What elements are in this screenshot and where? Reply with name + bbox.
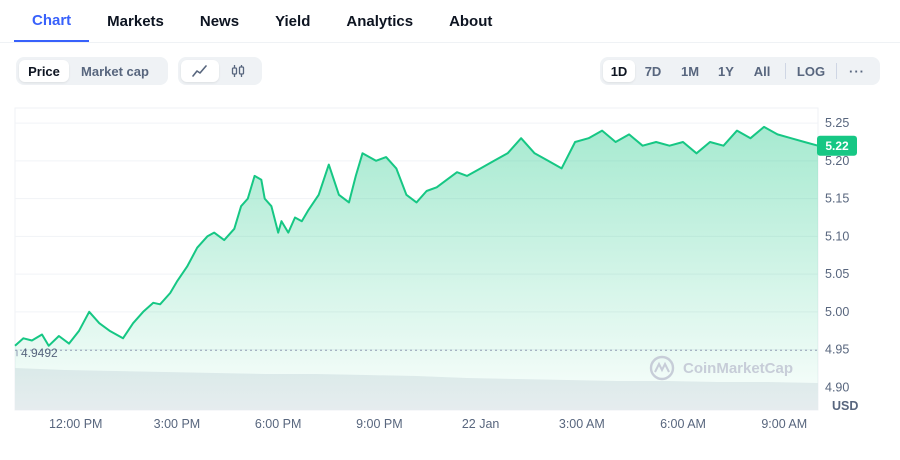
range-1m-button[interactable]: 1M bbox=[680, 63, 700, 79]
x-axis: 12:00 PM 3:00 PM 6:00 PM 9:00 PM 22 Jan 3:00 … bbox=[49, 417, 807, 431]
x-tick-label: 3:00 PM bbox=[154, 417, 201, 431]
tab-divider bbox=[0, 42, 900, 43]
y-tick-label: 4.95 bbox=[825, 343, 849, 357]
range-separator bbox=[785, 63, 786, 79]
x-tick-label: 12:00 PM bbox=[49, 417, 103, 431]
x-tick-label: 9:00 AM bbox=[761, 417, 807, 431]
tab-news[interactable]: News bbox=[199, 13, 240, 30]
current-price-text: 5.22 bbox=[825, 139, 849, 153]
start-price-text: 4.9492 bbox=[21, 346, 58, 360]
y-tick-label: 5.10 bbox=[825, 229, 849, 243]
watermark: CoinMarketCap bbox=[649, 355, 793, 381]
x-tick-label: 22 Jan bbox=[462, 417, 500, 431]
y-tick-label: 4.90 bbox=[825, 380, 849, 394]
watermark-text: CoinMarketCap bbox=[683, 360, 793, 377]
y-tick-label: 5.00 bbox=[825, 305, 849, 319]
range-1y-button[interactable]: 1Y bbox=[718, 63, 734, 79]
line-chart-button[interactable] bbox=[181, 60, 219, 82]
tab-about[interactable]: About bbox=[449, 13, 493, 30]
range-1d-button[interactable]: 1D bbox=[603, 60, 635, 82]
tab-chart[interactable]: Chart bbox=[14, 0, 90, 43]
y-unit-label: USD bbox=[832, 399, 858, 413]
price-toggle-button[interactable]: Price bbox=[19, 60, 69, 82]
y-tick-label: 5.15 bbox=[825, 192, 849, 206]
y-tick-label: 5.20 bbox=[825, 154, 849, 168]
range-7d-button[interactable]: 7D bbox=[644, 63, 662, 79]
candlestick-icon bbox=[231, 65, 245, 77]
x-tick-label: 9:00 PM bbox=[356, 417, 403, 431]
candlestick-chart-button[interactable] bbox=[219, 60, 257, 82]
more-options-button[interactable]: ··· bbox=[849, 63, 865, 79]
x-tick-label: 6:00 PM bbox=[255, 417, 302, 431]
tab-yield[interactable]: Yield bbox=[275, 13, 311, 30]
start-price-label: 4.9492 bbox=[16, 346, 58, 360]
range-all-button[interactable]: All bbox=[753, 63, 771, 79]
price-line bbox=[14, 125, 819, 347]
range-separator-2 bbox=[836, 63, 837, 79]
price-area-fill bbox=[15, 126, 818, 411]
tab-markets[interactable]: Markets bbox=[107, 13, 164, 30]
chart-type-toggle bbox=[178, 57, 262, 85]
current-price-badge: 5.22 bbox=[817, 135, 857, 156]
top-tabs: Chart Markets News Yield Analytics About bbox=[14, 0, 510, 43]
y-axis: 5.25 5.20 5.15 5.10 5.05 5.00 4.95 4.90 bbox=[825, 116, 849, 394]
market-cap-toggle-button[interactable]: Market cap bbox=[81, 63, 149, 79]
range-selector: 1D 7D 1M 1Y All LOG ··· bbox=[600, 57, 880, 85]
x-tick-label: 3:00 AM bbox=[559, 417, 605, 431]
log-scale-button[interactable]: LOG bbox=[796, 63, 826, 79]
line-chart-icon bbox=[192, 65, 207, 77]
y-tick-label: 5.05 bbox=[825, 267, 849, 281]
x-tick-label: 6:00 AM bbox=[660, 417, 706, 431]
y-tick-label: 5.25 bbox=[825, 116, 849, 130]
coinmarketcap-logo-mark bbox=[654, 361, 670, 373]
price-chart[interactable]: 4.9492 5.255.205.155.105.055.004.954.90 … bbox=[0, 100, 900, 440]
coinmarketcap-logo-icon bbox=[649, 355, 675, 381]
metric-toggle: Price Market cap bbox=[16, 57, 168, 85]
tab-analytics[interactable]: Analytics bbox=[346, 13, 414, 30]
